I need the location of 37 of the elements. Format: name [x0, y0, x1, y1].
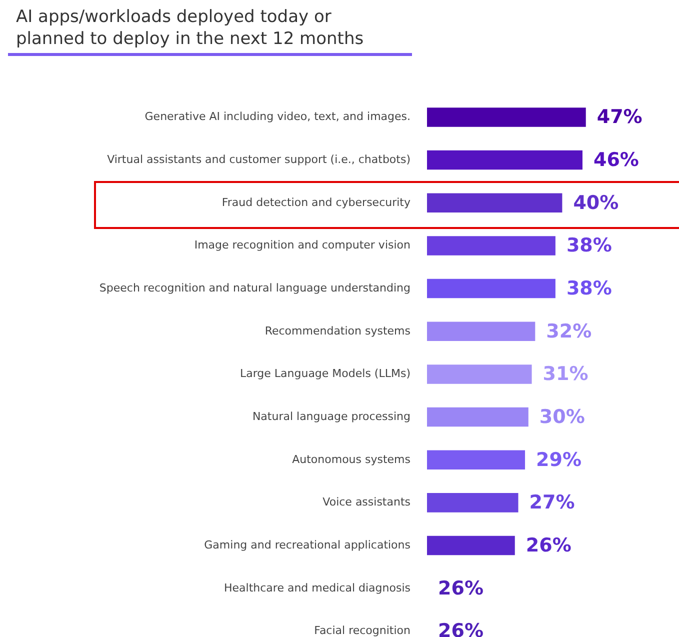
data-label: 40% [573, 192, 619, 214]
y-tick-label: Facial recognition [314, 624, 411, 637]
y-tick-label: Gaming and recreational applications [204, 538, 411, 552]
y-tick-label: Image recognition and computer vision [194, 238, 411, 252]
y-tick-label: Voice assistants [322, 496, 411, 509]
bar [427, 278, 556, 298]
bar [427, 407, 528, 427]
bar [427, 536, 515, 556]
bar [427, 236, 556, 256]
bar [427, 364, 532, 384]
text: AI apps/workloads deployed today or planned to deploy in the next 12 months [16, 7, 364, 49]
data-label: 31% [542, 363, 588, 386]
y-tick-label: Healthcare and medical diagnosis [224, 581, 411, 594]
y-tick-label: Fraud detection and cybersecurity [222, 196, 411, 209]
data-label: 38% [566, 234, 612, 257]
text: 26% [438, 577, 484, 600]
y-tick-label: Generative AI including video, text, and images. [144, 110, 410, 124]
bar [427, 322, 536, 342]
y-tick-label: Natural language processing [252, 410, 410, 424]
y-tick-label: Virtual assistants and customer support (i.e., chatbots) [107, 153, 410, 166]
y-tick-label: Speech recognition and natural language understanding [99, 282, 410, 295]
data-label: 29% [536, 448, 582, 471]
bar [427, 150, 582, 170]
bar [427, 193, 562, 213]
data-label: 46% [593, 149, 639, 172]
y-tick-label: Recommendation systems [264, 324, 411, 338]
bar [427, 108, 586, 127]
data-label: 47% [596, 106, 642, 128]
data-label: 38% [566, 278, 612, 300]
data-label: 32% [546, 320, 592, 342]
data-label: 27% [529, 492, 575, 514]
y-tick-label: Large Language Models (LLMs) [240, 367, 410, 380]
data-label: 30% [539, 406, 585, 428]
bar [427, 493, 518, 512]
data-label: 26% [526, 534, 572, 557]
y-tick-label: Autonomous systems [292, 452, 411, 466]
bar [427, 450, 526, 470]
